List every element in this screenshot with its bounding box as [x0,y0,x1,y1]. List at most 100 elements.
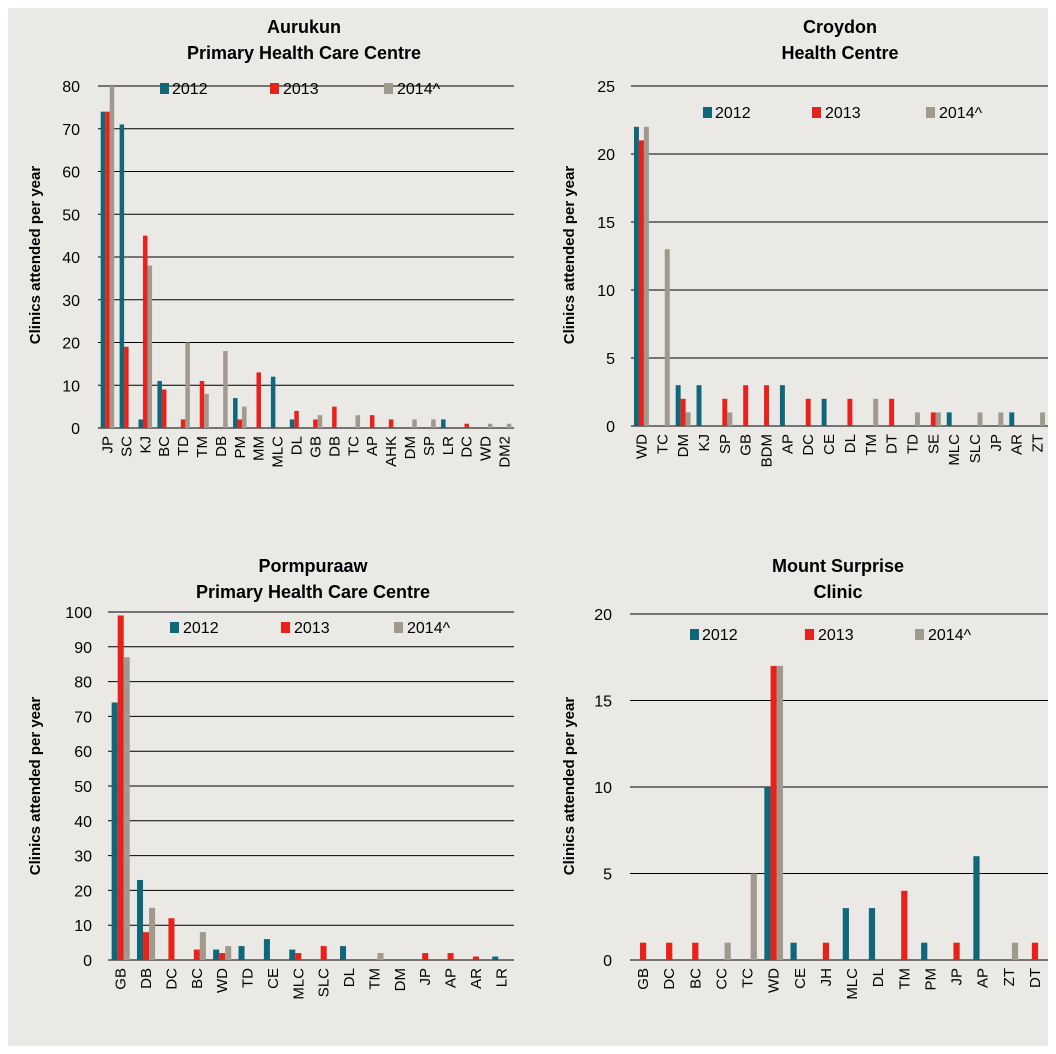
legend-swatch [812,107,821,118]
bar-2014-td [914,412,920,426]
x-tick-label: TC [654,434,671,454]
bar-2012-pm [233,398,238,428]
bar-2012-lr [441,419,446,428]
x-tick-label: GB [113,968,130,990]
x-tick-label: DL [842,434,859,453]
bar-2012-ce [263,939,270,960]
x-tick-label: GB [307,436,324,458]
legend-label: 2012 [172,81,208,98]
bar-2013-pm [237,419,243,428]
x-tick-label: LR [440,436,457,455]
y-tick-label: 0 [606,419,615,436]
x-tick-label: DL [341,968,358,987]
bar-2013-ap [369,415,375,428]
x-tick-label: TD [240,968,257,988]
bar-2013-sc [124,346,129,428]
bar-2014-zt [1011,942,1019,960]
y-tick-label: 60 [62,165,80,182]
bar-2012-td [238,946,245,960]
bar-2014-bc [199,932,206,960]
bar-2012-ar [1009,412,1015,426]
x-tick-label: TC [345,436,362,456]
x-tick-label: JP [949,968,966,986]
legend-label: 2012 [183,620,219,637]
bar-2012-dl [868,908,876,960]
bar-2013-bc [692,942,699,960]
bar-2012-jp [100,111,106,429]
y-tick-label: 40 [62,250,80,267]
bar-2013-dt [889,398,895,426]
bar-2014-tm [873,398,879,426]
x-tick-label: SC [118,436,135,457]
bar-2014-slc [977,412,983,426]
x-tick-label: CC [713,968,730,990]
x-tick-label: PM [232,436,249,459]
bar-2013-jp [953,942,960,960]
bar-2013-mlc [295,953,302,960]
bar-2013-dl [847,398,853,426]
x-tick-label: MLC [290,968,307,1000]
x-tick-label: DM [402,436,419,459]
bar-2013-tm [199,380,205,428]
bar-2013-db [332,406,337,429]
x-tick-label: TM [366,968,383,990]
x-tick-label: GB [738,434,755,456]
x-tick-label: AR [1009,434,1026,455]
x-tick-label: JP [99,436,116,454]
chart-title-line: Aurukun [267,17,341,37]
x-tick-label: DC [661,968,678,990]
legend-swatch [160,83,169,94]
legend-swatch [926,107,935,118]
bar-2013-dt [1031,942,1039,960]
bar-2013-gb [743,385,749,426]
chart-title-line: Clinic [813,582,862,602]
bar-2013-sp [722,398,728,426]
x-tick-label: DC [163,968,180,990]
legend-label: 2013 [283,81,319,98]
legend-swatch [915,629,924,640]
x-tick-label: DC [800,434,817,456]
bar-2012-wd [213,949,220,960]
bar-2012-dl [289,419,295,428]
x-tick-label: SLC [316,968,333,997]
bar-2013-wd [770,665,777,960]
bar-2014-se [935,412,941,426]
bar-2012-ce [821,398,827,426]
y-axis-label: Clinics attended per year [27,697,44,876]
bar-2012-sc [119,124,125,428]
bar-2014-cc [724,942,731,960]
x-tick-label: TM [194,436,211,458]
x-tick-label: TD [904,434,921,454]
y-tick-label: 80 [62,79,80,96]
bar-2012-db [137,879,144,960]
x-tick-label: WD [214,968,231,993]
legend-label: 2013 [825,105,861,122]
bar-2012-wd [633,126,639,427]
x-tick-label: AP [443,968,460,988]
y-tick-label: 40 [74,814,92,831]
bar-2013-jh [822,942,830,960]
bar-2013-dc [805,398,811,426]
y-tick-label: 70 [74,709,92,726]
bar-2013-dc [168,918,175,960]
y-tick-label: 10 [74,918,92,935]
x-tick-label: KJ [696,434,713,452]
x-tick-label: DB [213,436,230,457]
bar-2013-db [143,932,150,960]
legend-label: 2014^ [407,620,451,637]
bar-2012-mlc [842,908,849,960]
bar-2014-jp [998,412,1004,426]
x-tick-label: GB [635,968,652,990]
chart-title-line: Mount Surprise [772,556,904,576]
y-tick-label: 50 [74,779,92,796]
x-tick-label: AR [468,968,485,989]
chart-title-line: Pormpuraaw [258,556,368,576]
x-tick-label: DB [326,436,343,457]
x-tick-label: BC [687,968,704,989]
x-tick-label: SP [421,436,438,456]
legend-swatch [394,622,403,633]
y-tick-label: 100 [65,605,92,622]
legend-label: 2014^ [928,627,972,644]
y-axis-label: Clinics attended per year [27,166,44,345]
bar-2013-jp [422,953,429,960]
